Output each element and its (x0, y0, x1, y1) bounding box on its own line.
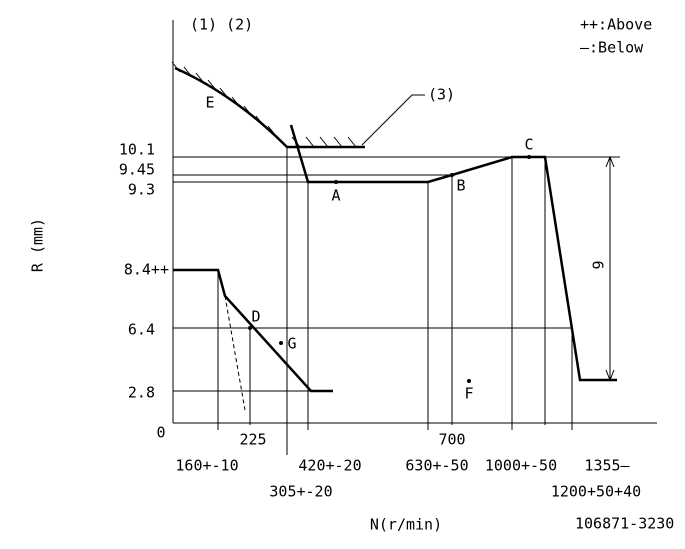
point-label: D (251, 308, 260, 326)
x-label: N(r/min) (370, 516, 442, 534)
point-label: A (331, 187, 340, 205)
rack-label: 6.4 (128, 321, 155, 339)
speed-label: 225 (239, 431, 266, 449)
speed-label: 630+-50 (405, 457, 468, 475)
speed-label: 700 (438, 431, 465, 449)
rack-label: 9.45 (119, 161, 155, 179)
diagram-lines (171, 20, 657, 455)
origin: 0 (156, 424, 165, 442)
point-label: B (456, 177, 465, 195)
rack-label: 10.1 (119, 141, 155, 159)
speed-label: 1355— (584, 457, 630, 475)
point-label: E (205, 94, 214, 112)
drawing-no: 106871-3230 (575, 515, 674, 533)
speed-label: 1000+-50 (485, 457, 557, 475)
rack-label: 9.3 (128, 181, 155, 199)
dimension: 6 (589, 260, 607, 269)
speed-label: 305+-20 (269, 483, 332, 501)
point-label: F (464, 385, 473, 403)
legend-above: ++:Above (580, 16, 652, 34)
rack-label: 2.8 (128, 384, 155, 402)
curve-ids: (1) (2) (190, 16, 253, 34)
speed-label: 160+-10 (175, 457, 238, 475)
speed-label: 1200+50+40 (551, 483, 641, 501)
y-label: R (mm) (29, 218, 47, 272)
callout: (3) (428, 86, 455, 104)
point-label: C (524, 136, 533, 154)
legend-below: —:Below (580, 39, 644, 57)
rack-label: 8.4++ (124, 261, 169, 279)
point-label: G (287, 335, 296, 353)
speed-label: 420+-20 (298, 457, 361, 475)
